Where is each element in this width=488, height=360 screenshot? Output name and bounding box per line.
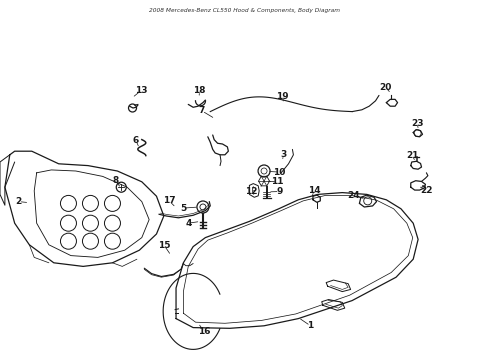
Text: 18: 18 [193, 86, 205, 95]
Text: 8: 8 [112, 176, 118, 185]
Text: 1: 1 [307, 321, 313, 330]
Text: 21: 21 [405, 151, 418, 160]
Text: 15: 15 [158, 241, 170, 250]
Text: 10: 10 [273, 167, 285, 176]
Text: 24: 24 [346, 191, 359, 200]
Text: 6: 6 [133, 136, 139, 145]
Text: 4: 4 [184, 219, 191, 228]
Text: 20: 20 [378, 83, 391, 91]
Text: 16: 16 [198, 328, 210, 336]
Text: 3: 3 [280, 150, 286, 159]
Text: 7: 7 [198, 107, 205, 115]
Text: 2008 Mercedes-Benz CL550 Hood & Components, Body Diagram: 2008 Mercedes-Benz CL550 Hood & Componen… [149, 8, 339, 13]
Text: 17: 17 [163, 197, 175, 205]
Text: 11: 11 [270, 177, 283, 186]
Text: 19: 19 [276, 92, 288, 101]
Text: 13: 13 [134, 86, 147, 95]
Text: 2: 2 [16, 197, 21, 206]
Text: 23: 23 [410, 119, 423, 128]
Text: 5: 5 [180, 203, 186, 212]
Text: 14: 14 [307, 186, 320, 195]
Text: 12: 12 [244, 187, 257, 196]
Text: 22: 22 [420, 186, 432, 195]
Text: 9: 9 [276, 187, 283, 196]
